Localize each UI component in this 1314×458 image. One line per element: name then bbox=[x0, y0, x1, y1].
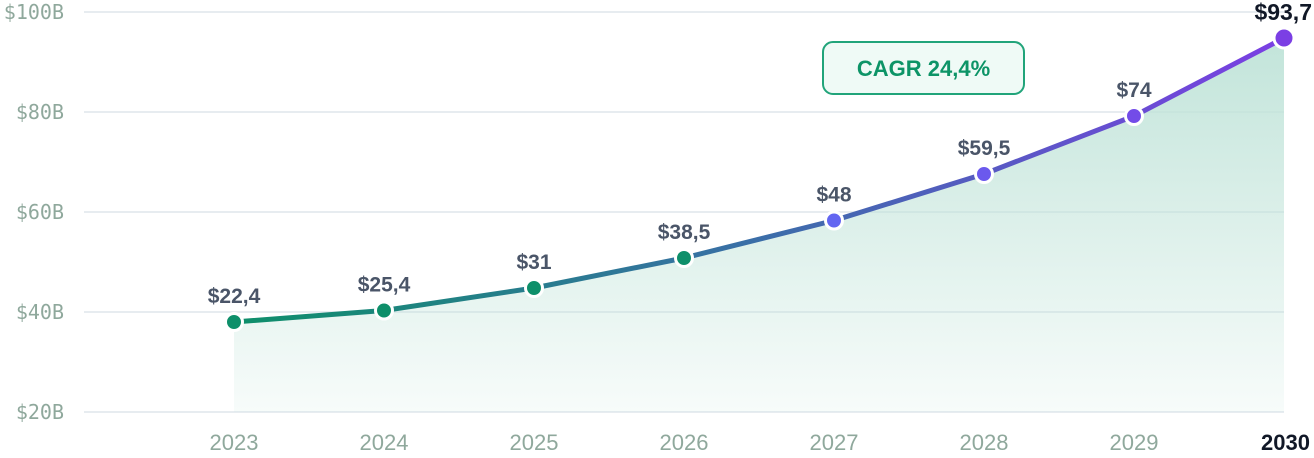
data-point bbox=[1124, 106, 1144, 126]
data-label: $48 bbox=[816, 184, 851, 207]
x-axis: 2023 2024 2025 2026 2027 2028 2029 2030 bbox=[210, 430, 1310, 455]
y-tick-label: $40B bbox=[16, 300, 64, 324]
data-label: $74 bbox=[1116, 79, 1151, 102]
data-point bbox=[674, 248, 694, 268]
y-tick-label: $20B bbox=[16, 400, 64, 424]
data-point bbox=[974, 164, 994, 184]
x-tick-label: 2024 bbox=[360, 430, 409, 455]
y-tick-label: $100B bbox=[4, 0, 64, 24]
x-tick-label: 2027 bbox=[810, 430, 859, 455]
data-label: $22,4 bbox=[208, 285, 261, 308]
data-label: $25,4 bbox=[358, 274, 411, 297]
x-tick-label: 2026 bbox=[660, 430, 709, 455]
data-point bbox=[374, 300, 394, 321]
data-label: $31 bbox=[516, 251, 551, 274]
data-point bbox=[224, 312, 244, 332]
data-point bbox=[524, 278, 544, 298]
data-point bbox=[1272, 26, 1296, 50]
x-tick-label: 2028 bbox=[960, 430, 1009, 455]
data-labels: $22,4 $25,4 $31 $38,5 $48 $59,5 $74 $93,7 bbox=[208, 0, 1312, 308]
x-tick-label: 2029 bbox=[1110, 430, 1159, 455]
x-tick-label: 2023 bbox=[210, 430, 259, 455]
y-tick-label: $80B bbox=[16, 100, 64, 124]
y-tick-label: $60B bbox=[16, 200, 64, 224]
y-axis: $20B $40B $60B $80B $100B bbox=[4, 0, 64, 424]
x-tick-label: 2030 bbox=[1261, 430, 1310, 455]
series-line bbox=[231, 35, 1287, 325]
data-label: $38,5 bbox=[658, 221, 711, 244]
data-points bbox=[224, 26, 1296, 332]
data-point bbox=[824, 210, 844, 231]
area-fill bbox=[234, 38, 1284, 412]
cagr-callout-text: CAGR 24,4% bbox=[857, 56, 990, 81]
cagr-callout-box bbox=[822, 41, 1025, 95]
data-label: $93,7 bbox=[1254, 0, 1312, 25]
x-tick-label: 2025 bbox=[510, 430, 559, 455]
data-label: $59,5 bbox=[958, 137, 1011, 160]
cagr-callout: CAGR 24,4% bbox=[822, 41, 1025, 95]
